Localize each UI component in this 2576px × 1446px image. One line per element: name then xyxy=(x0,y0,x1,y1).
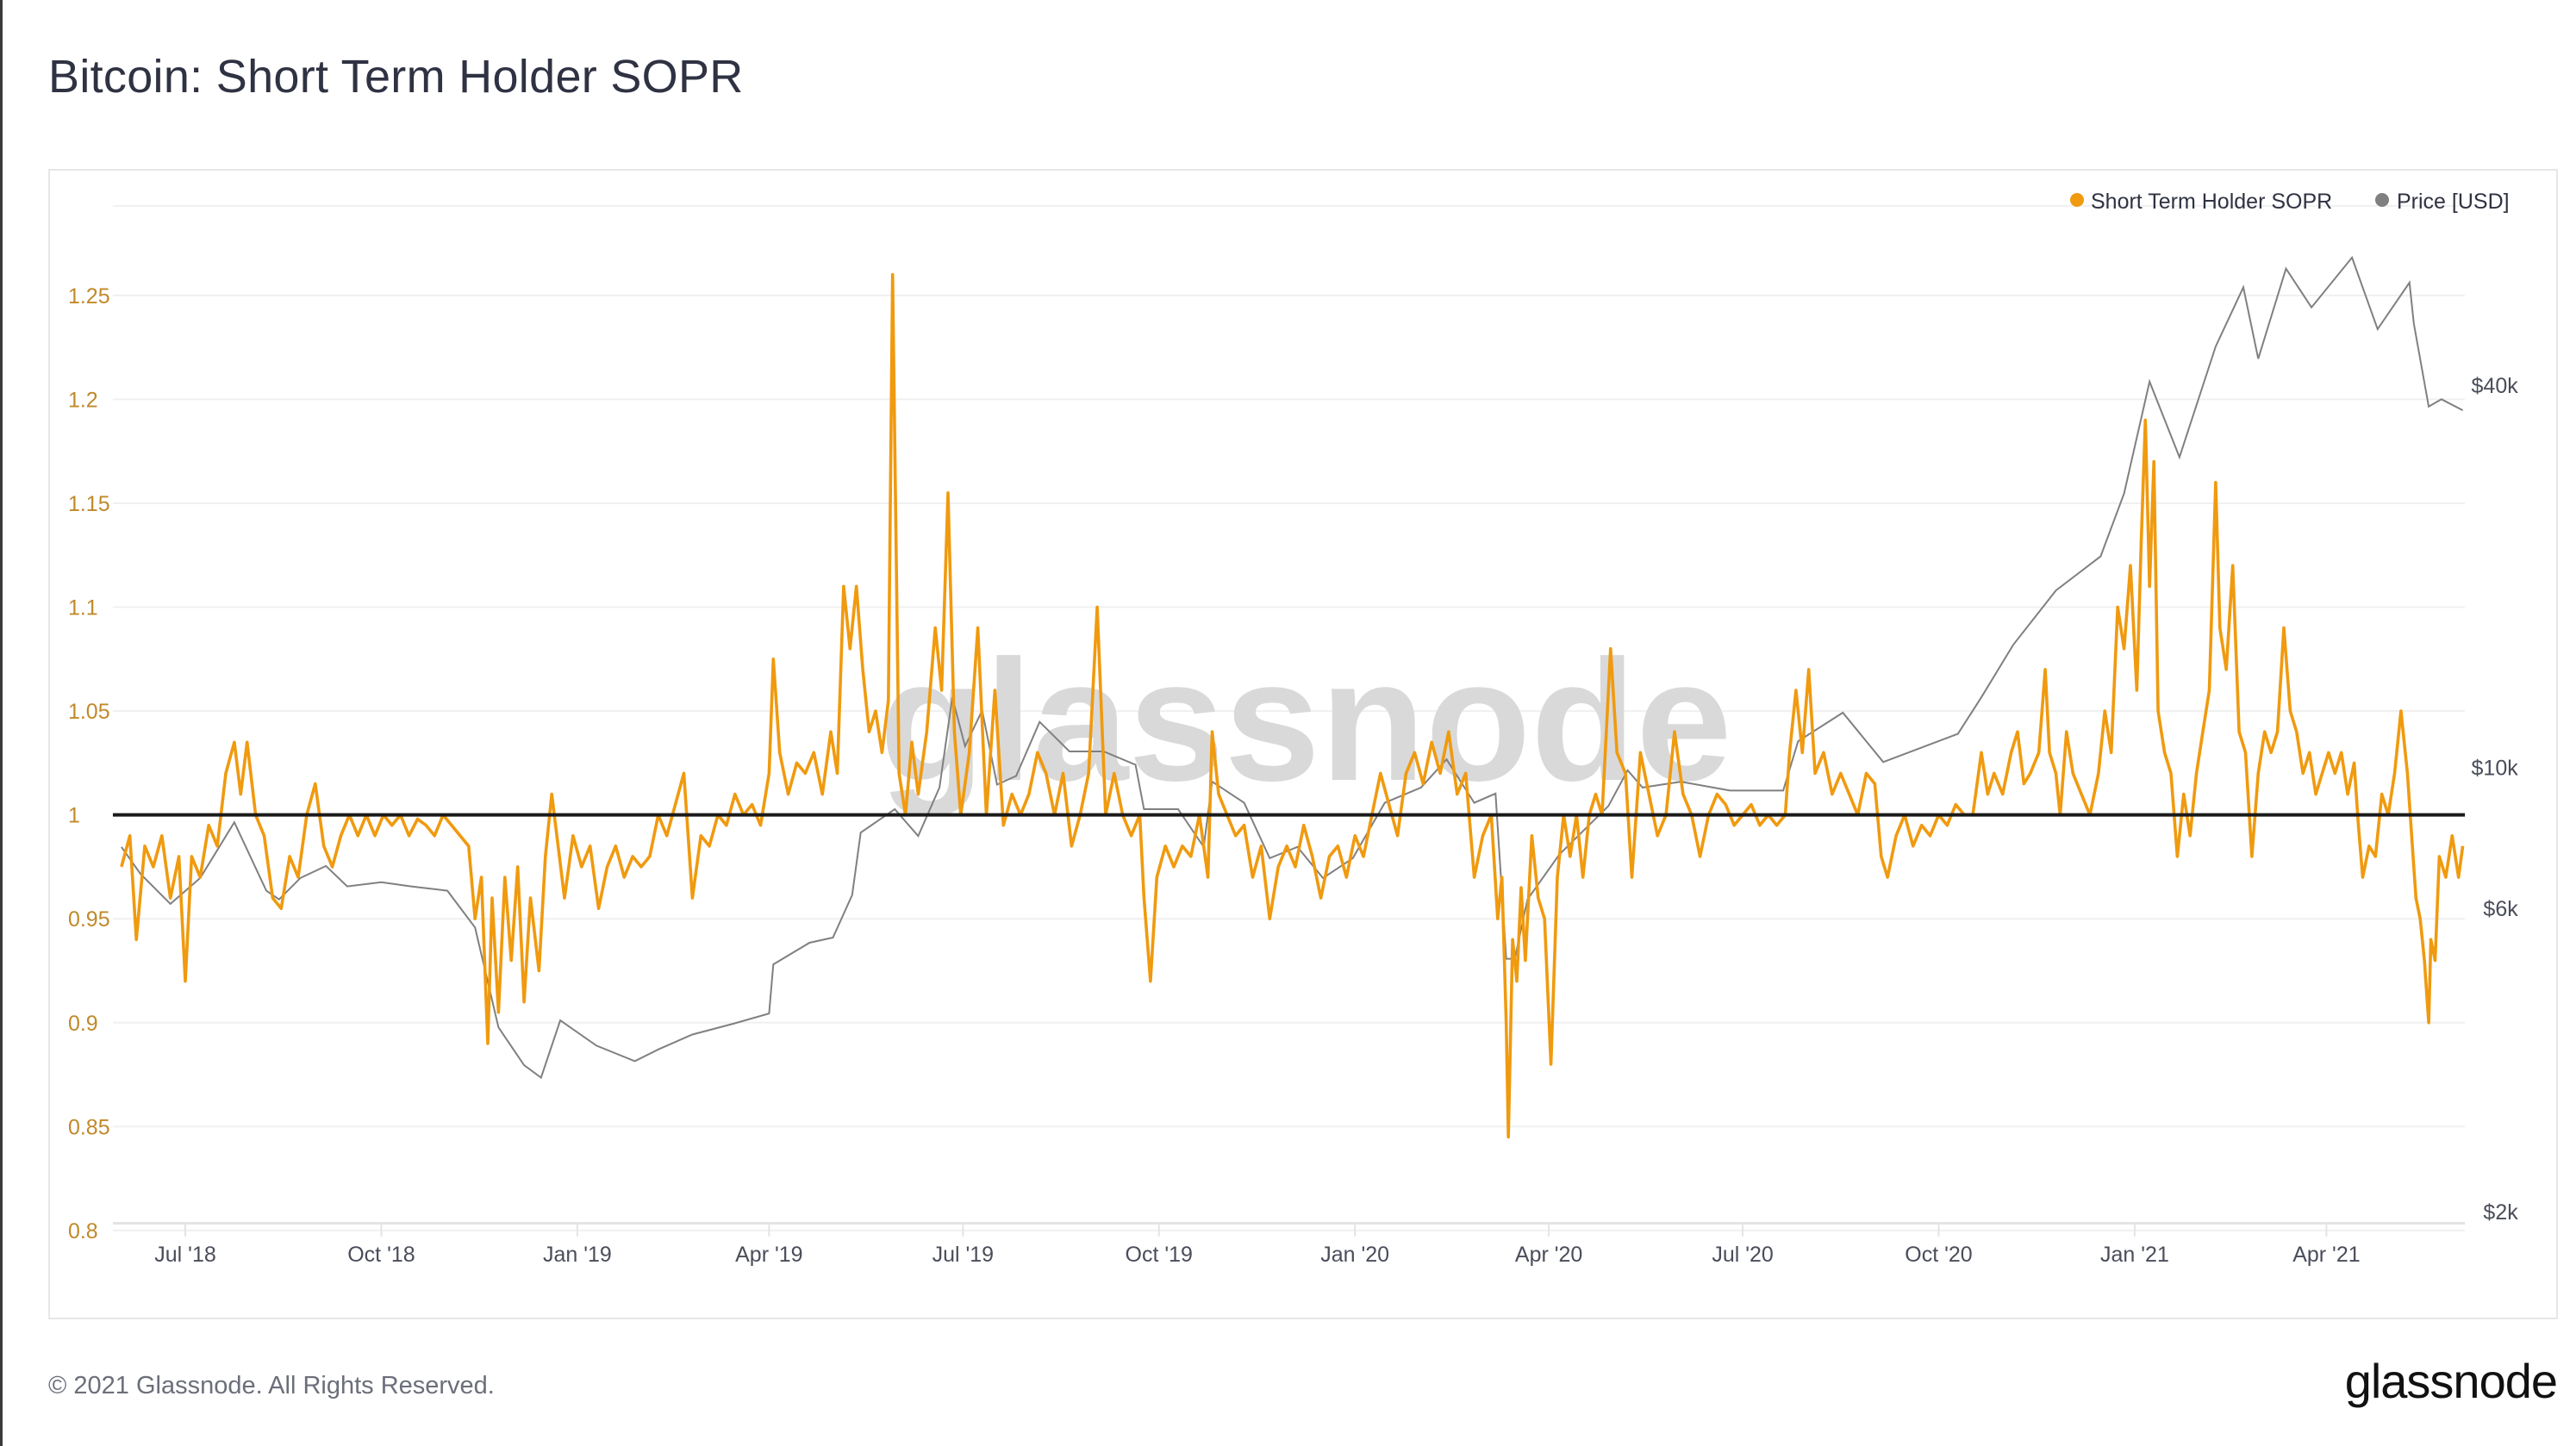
x-tick-label: Apr '20 xyxy=(1515,1243,1582,1267)
gridlines xyxy=(112,204,2466,1231)
watermark: glassnode xyxy=(879,625,1731,817)
legend-item-price[interactable]: Price [USD] xyxy=(2375,190,2510,214)
left-tick-label: 0.95 xyxy=(68,907,110,932)
page-title: Bitcoin: Short Term Holder SOPR xyxy=(48,51,744,103)
sopr-line xyxy=(120,272,2465,1139)
left-tick-label: 1.05 xyxy=(68,700,110,724)
x-tick-label: Jul '20 xyxy=(1712,1243,1773,1267)
right-tick-label: $6k xyxy=(2483,897,2518,921)
legend-label-price: Price [USD] xyxy=(2397,190,2510,214)
left-tick-label: 1.15 xyxy=(68,492,110,516)
left-tick-label: 1.25 xyxy=(68,284,110,309)
right-axis: $40k $10k $6k $2k xyxy=(2472,374,2519,1225)
x-tick-label: Oct '20 xyxy=(1905,1243,1972,1267)
x-tick-label: Jul '18 xyxy=(154,1243,215,1267)
x-tick-label: Oct '19 xyxy=(1126,1243,1193,1267)
window-left-edge xyxy=(0,0,3,1446)
legend: Short Term Holder SOPR Price [USD] xyxy=(2070,190,2510,214)
footer-copyright: © 2021 Glassnode. All Rights Reserved. xyxy=(48,1372,495,1399)
right-tick-label: $2k xyxy=(2483,1200,2518,1225)
x-tick-label: Jul '19 xyxy=(932,1243,994,1267)
x-tick-label: Apr '21 xyxy=(2292,1243,2360,1267)
left-tick-label: 0.9 xyxy=(68,1012,98,1036)
x-axis: Jul '18 Oct '18 Jan '19 Apr '19 Jul '19 Oct '… xyxy=(154,1223,2361,1267)
legend-dot-sopr-icon xyxy=(2070,193,2084,207)
legend-label-sopr: Short Term Holder SOPR xyxy=(2091,190,2332,214)
x-tick-label: Apr '19 xyxy=(735,1243,802,1267)
x-tick-label: Oct '18 xyxy=(347,1243,415,1267)
left-axis: 1.25 1.2 1.15 1.1 1.05 1 0.95 0.9 0.85 0.8 xyxy=(68,284,110,1243)
left-tick-label: 1.1 xyxy=(68,596,98,620)
legend-dot-price-icon xyxy=(2375,193,2389,207)
x-tick-label: Jan '20 xyxy=(1320,1243,1389,1267)
right-tick-label: $10k xyxy=(2472,757,2519,781)
left-tick-label: 1.2 xyxy=(68,388,98,412)
chart-card xyxy=(48,169,2558,1319)
left-tick-label: 0.8 xyxy=(68,1219,98,1243)
x-tick-label: Jan '21 xyxy=(2100,1243,2169,1267)
left-tick-label: 1 xyxy=(68,804,80,828)
right-tick-label: $40k xyxy=(2472,374,2519,398)
footer-logo[interactable]: glassnode xyxy=(2344,1354,2558,1408)
legend-item-sopr[interactable]: Short Term Holder SOPR xyxy=(2070,190,2332,214)
x-tick-label: Jan '19 xyxy=(543,1243,612,1267)
left-tick-label: 0.85 xyxy=(68,1115,110,1139)
